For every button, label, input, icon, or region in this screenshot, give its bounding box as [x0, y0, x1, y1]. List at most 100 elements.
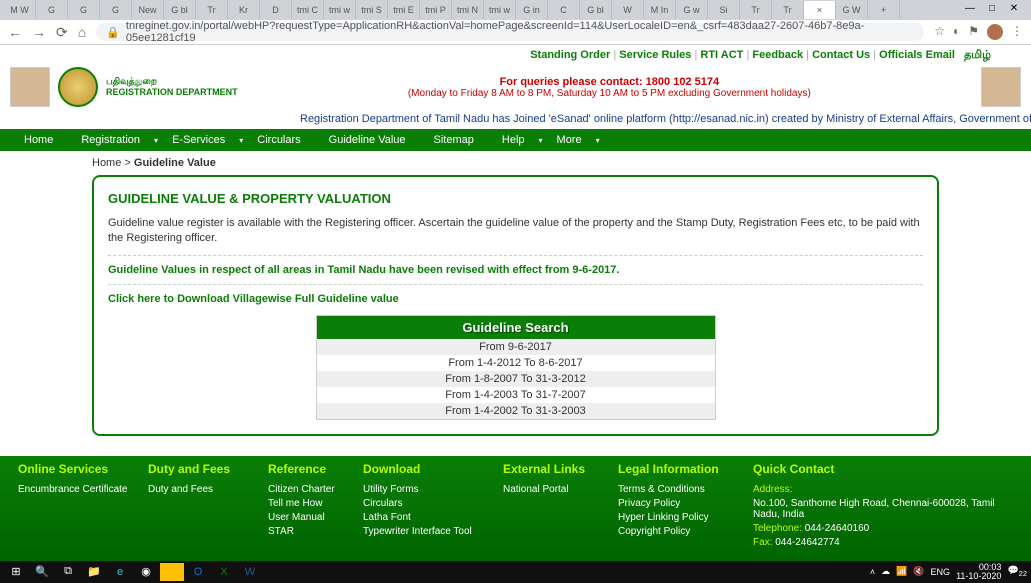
- browser-tab[interactable]: tmi w: [324, 1, 356, 19]
- word-icon[interactable]: W: [238, 563, 262, 581]
- nav-registration[interactable]: Registration: [67, 134, 154, 146]
- forward-button[interactable]: →: [32, 24, 46, 40]
- browser-tab[interactable]: G w: [676, 1, 708, 19]
- start-button[interactable]: ⊞: [4, 563, 28, 581]
- footer-link[interactable]: Citizen Charter: [268, 484, 343, 495]
- footer-link[interactable]: Latha Font: [363, 512, 483, 523]
- search-row[interactable]: From 1-4-2003 To 31-7-2007: [317, 387, 715, 403]
- footer-link[interactable]: Typewriter Interface Tool: [363, 526, 483, 537]
- window-minimize-icon[interactable]: —: [963, 3, 977, 17]
- nav-help[interactable]: Help: [488, 134, 539, 146]
- browser-tab[interactable]: tmi P: [420, 1, 452, 19]
- footer-link[interactable]: Encumbrance Certificate: [18, 484, 128, 495]
- footer-link[interactable]: National Portal: [503, 484, 598, 495]
- link-feedback[interactable]: Feedback: [752, 49, 803, 61]
- footer-link[interactable]: Terms & Conditions: [618, 484, 733, 495]
- nav-more[interactable]: More: [543, 134, 596, 146]
- nav-home[interactable]: Home: [10, 134, 67, 146]
- home-button[interactable]: ⌂: [78, 24, 86, 40]
- ie-icon[interactable]: e: [108, 563, 132, 581]
- link-standing-order[interactable]: Standing Order: [530, 49, 610, 61]
- link-contact-us[interactable]: Contact Us: [812, 49, 870, 61]
- browser-tab[interactable]: G: [100, 1, 132, 19]
- file-explorer-icon[interactable]: 📁: [82, 563, 106, 581]
- outlook-icon[interactable]: O: [186, 563, 210, 581]
- excel-icon[interactable]: X: [212, 563, 236, 581]
- reload-button[interactable]: ⟳: [56, 24, 68, 41]
- browser-tab[interactable]: tmi w: [484, 1, 516, 19]
- tray-language[interactable]: ENG: [931, 567, 951, 577]
- new-tab-button[interactable]: +: [868, 1, 900, 19]
- browser-tab[interactable]: G W: [836, 1, 868, 19]
- footer-link[interactable]: User Manual: [268, 512, 343, 523]
- search-icon[interactable]: 🔍: [30, 563, 54, 581]
- browser-tab[interactable]: Si: [708, 1, 740, 19]
- system-clock[interactable]: 00:03 11-10-2020: [956, 563, 1001, 581]
- nav-eservices[interactable]: E-Services: [158, 134, 239, 146]
- search-row[interactable]: From 9-6-2017: [317, 339, 715, 355]
- nav-sitemap[interactable]: Sitemap: [420, 134, 488, 146]
- fax-number: 044-24642774: [772, 537, 839, 548]
- browser-tab[interactable]: C: [548, 1, 580, 19]
- back-button[interactable]: ←: [8, 24, 22, 40]
- browser-tab-active[interactable]: ×: [804, 1, 836, 19]
- browser-tab[interactable]: Kr: [228, 1, 260, 19]
- tray-volume-icon[interactable]: 🔇: [913, 566, 924, 577]
- browser-tab[interactable]: Tr: [196, 1, 228, 19]
- search-row[interactable]: From 1-4-2012 To 8-6-2017: [317, 355, 715, 371]
- browser-tab[interactable]: G: [68, 1, 100, 19]
- emblem-icon: [58, 67, 98, 107]
- footer-link[interactable]: Circulars: [363, 498, 483, 509]
- footer-link[interactable]: Hyper Linking Policy: [618, 512, 733, 523]
- search-row[interactable]: From 1-8-2007 To 31-3-2012: [317, 371, 715, 387]
- extension-icon[interactable]: ⚑: [968, 24, 979, 40]
- app-icon[interactable]: [160, 563, 184, 581]
- link-service-rules[interactable]: Service Rules: [619, 49, 691, 61]
- footer-link[interactable]: Tell me How: [268, 498, 343, 509]
- link-rti-act[interactable]: RTI ACT: [700, 49, 743, 61]
- footer-link[interactable]: Privacy Policy: [618, 498, 733, 509]
- breadcrumb-home[interactable]: Home: [92, 157, 121, 169]
- browser-tab[interactable]: G bl: [580, 1, 612, 19]
- nav-circulars[interactable]: Circulars: [243, 134, 314, 146]
- browser-tab[interactable]: Tr: [740, 1, 772, 19]
- browser-tab[interactable]: tmi S: [356, 1, 388, 19]
- footer-link[interactable]: Copyright Policy: [618, 526, 733, 537]
- browser-tab[interactable]: G bl: [164, 1, 196, 19]
- footer-title-duty: Duty and Fees: [148, 462, 248, 476]
- tray-chevron-icon[interactable]: ˄: [870, 567, 875, 577]
- footer-link[interactable]: Duty and Fees: [148, 484, 248, 495]
- footer-link[interactable]: Utility Forms: [363, 484, 483, 495]
- profile-avatar-icon[interactable]: [987, 24, 1003, 40]
- tray-network-icon[interactable]: 📶: [896, 566, 907, 577]
- url-input[interactable]: 🔒 tnreginet.gov.in/portal/webHP?requestT…: [96, 23, 924, 41]
- task-view-icon[interactable]: ⧉: [56, 563, 80, 581]
- footer-link[interactable]: STAR: [268, 526, 343, 537]
- contact-phone: 1800 102 5174: [646, 76, 719, 88]
- browser-tab[interactable]: tmi C: [292, 1, 324, 19]
- search-row[interactable]: From 1-4-2002 To 31-3-2003: [317, 403, 715, 419]
- window-close-icon[interactable]: ✕: [1007, 3, 1021, 17]
- download-villagewise-link[interactable]: Click here to Download Villagewise Full …: [108, 293, 923, 305]
- browser-tab[interactable]: G: [36, 1, 68, 19]
- browser-tab[interactable]: M W: [4, 1, 36, 19]
- menu-icon[interactable]: ⋮: [1011, 24, 1023, 40]
- browser-tab[interactable]: tmi N: [452, 1, 484, 19]
- window-maximize-icon[interactable]: □: [985, 3, 999, 17]
- notifications-icon[interactable]: 💬22: [1007, 565, 1027, 578]
- extension-icon[interactable]: ◐: [953, 24, 960, 40]
- browser-tab[interactable]: tmi E: [388, 1, 420, 19]
- link-officials-email[interactable]: Officials Email: [879, 49, 955, 61]
- tray-cloud-icon[interactable]: ☁: [881, 566, 890, 577]
- browser-tab[interactable]: New: [132, 1, 164, 19]
- bookmark-icon[interactable]: ☆: [934, 24, 945, 40]
- browser-tab[interactable]: G in: [516, 1, 548, 19]
- nav-guideline-value[interactable]: Guideline Value: [315, 134, 420, 146]
- browser-tab[interactable]: D: [260, 1, 292, 19]
- browser-tab[interactable]: W: [612, 1, 644, 19]
- lock-icon: 🔒: [106, 26, 120, 39]
- chrome-icon[interactable]: ◉: [134, 563, 158, 581]
- link-tamil-language[interactable]: தமிழ்: [964, 49, 991, 61]
- browser-tab[interactable]: M In: [644, 1, 676, 19]
- browser-tab[interactable]: Tr: [772, 1, 804, 19]
